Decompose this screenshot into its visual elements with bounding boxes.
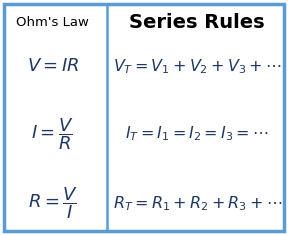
Text: $I_T = I_1 = I_2 = I_3 = \cdots$: $I_T = I_1 = I_2 = I_3 = \cdots$ [125, 124, 269, 143]
Text: $R = \dfrac{V}{I}$: $R = \dfrac{V}{I}$ [28, 186, 78, 221]
Text: $V = IR$: $V = IR$ [27, 57, 79, 75]
Text: $I = \dfrac{V}{R}$: $I = \dfrac{V}{R}$ [32, 116, 74, 152]
Text: Series Rules: Series Rules [129, 13, 265, 32]
FancyBboxPatch shape [4, 4, 284, 231]
Text: $V_T = V_1 + V_2 + V_3 + \cdots$: $V_T = V_1 + V_2 + V_3 + \cdots$ [113, 57, 281, 76]
Text: $R_T = R_1 + R_2 + R_3 + \cdots$: $R_T = R_1 + R_2 + R_3 + \cdots$ [112, 194, 282, 213]
Text: Ohm's Law: Ohm's Law [16, 16, 89, 29]
